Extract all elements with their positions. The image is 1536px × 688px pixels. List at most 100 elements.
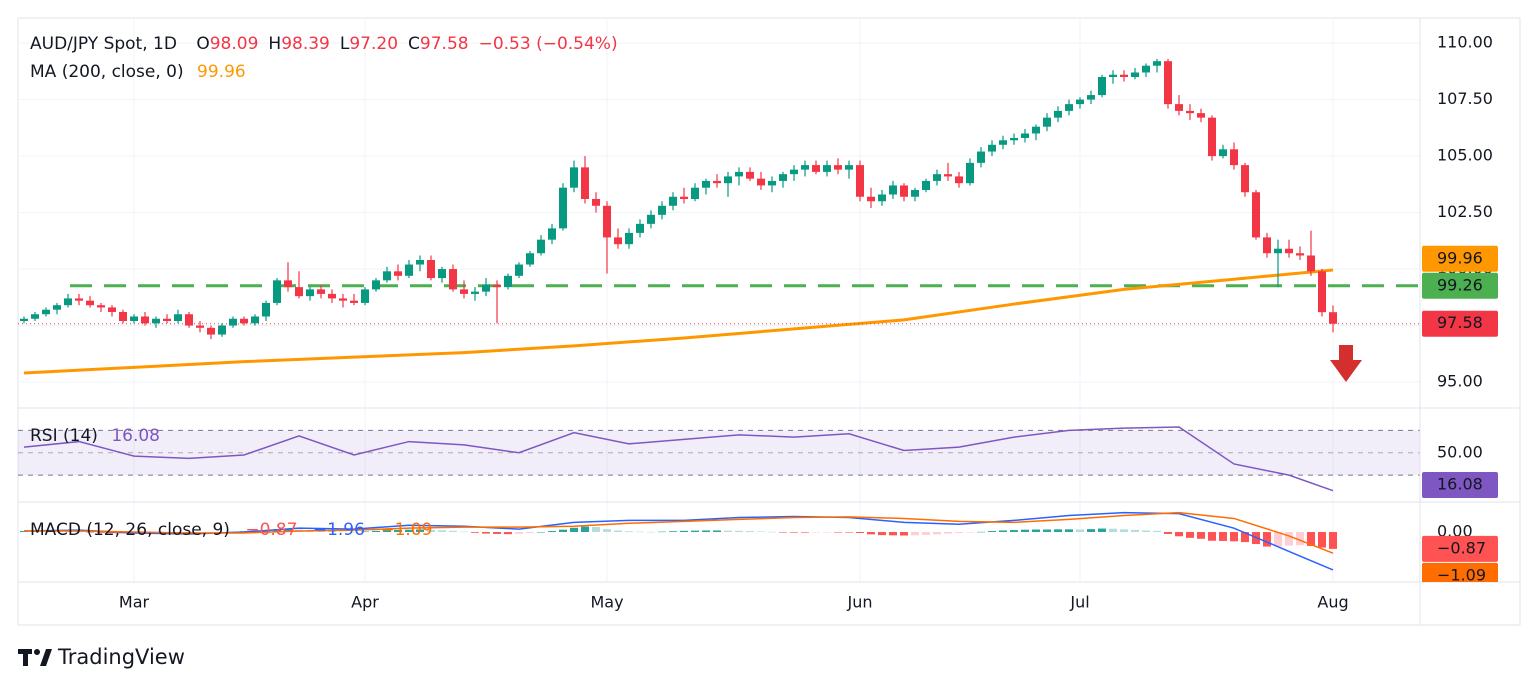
candle-body	[1197, 113, 1205, 118]
rsi-name: RSI (14)	[30, 426, 98, 446]
candle-body	[438, 269, 446, 279]
macd-histogram-bar	[405, 529, 413, 533]
candle-body	[328, 293, 336, 299]
candle-body	[427, 260, 435, 279]
macd-histogram-bar	[680, 530, 688, 533]
candle-body	[284, 280, 292, 288]
macd-histogram-bar	[647, 531, 655, 533]
macd-histogram-bar	[1274, 532, 1282, 547]
candle-body	[108, 307, 116, 312]
macd-histogram-bar	[713, 530, 721, 533]
candle-body	[603, 205, 611, 238]
frame	[17, 17, 1521, 626]
candle-body	[1263, 237, 1271, 254]
x-tick-label: Aug	[1317, 593, 1348, 612]
ohlc-value: 97.20	[349, 34, 398, 54]
candle-body	[1120, 74, 1128, 77]
macd-histogram-bar	[427, 529, 435, 533]
macd-histogram-bar	[977, 531, 985, 533]
macd-histogram-bar	[592, 526, 600, 533]
macd-histogram-bar	[1219, 532, 1227, 541]
candle-body	[1329, 312, 1337, 324]
candle-body	[614, 237, 622, 245]
macd-histogram-bar	[636, 531, 644, 533]
macd-histogram-bar	[614, 530, 622, 533]
macd-histogram-bar	[746, 531, 754, 533]
macd-histogram-bar	[1098, 528, 1106, 533]
brand-logo	[18, 649, 52, 666]
ohlc-value: 98.09	[210, 34, 259, 54]
candle-body	[207, 327, 215, 335]
candle-body	[273, 280, 281, 303]
candle-body	[1109, 74, 1117, 77]
macd-histogram-bar	[537, 532, 545, 533]
candle-body	[460, 289, 468, 294]
candle-body	[1065, 104, 1073, 111]
candle-body	[768, 180, 776, 186]
price-label: 16.08	[1437, 475, 1483, 494]
candle-body	[86, 300, 94, 306]
candle-body	[999, 140, 1007, 145]
macd-label: −1.09	[1437, 565, 1486, 584]
candle-body	[130, 316, 138, 322]
candle-body	[75, 298, 83, 301]
macd-histogram-bar	[361, 531, 369, 533]
x-tick-label: Jul	[1069, 593, 1089, 612]
candle-body	[1230, 149, 1238, 166]
candle-body	[944, 174, 952, 177]
candle-body	[1087, 95, 1095, 100]
candle-body	[482, 284, 490, 292]
symbol-title: AUD/JPY Spot, 1D	[30, 34, 177, 54]
macd-histogram-bar	[1021, 529, 1029, 533]
candle-body	[383, 271, 391, 281]
candle-body	[647, 214, 655, 224]
candle-body	[306, 289, 314, 297]
macd-histogram-bar	[460, 531, 468, 533]
candle-body	[878, 194, 886, 202]
macd-histogram-bar	[1087, 529, 1095, 533]
candle-body	[1043, 117, 1051, 127]
candle-body	[889, 185, 897, 195]
candle-body	[1032, 126, 1040, 134]
macd-histogram-bar	[779, 532, 787, 533]
candle-body	[405, 264, 413, 276]
macd-histogram-bar	[1241, 532, 1249, 543]
candle-body	[790, 169, 798, 175]
candle-body	[845, 165, 853, 170]
candle-body	[1076, 99, 1084, 105]
macd-histogram-bar	[471, 532, 479, 533]
y-tick-label: 105.00	[1437, 146, 1493, 165]
macd-histogram-bar	[1175, 532, 1183, 537]
candle-body	[152, 318, 160, 324]
ohlc-value: 98.39	[281, 34, 330, 54]
macd-histogram-bar	[1186, 532, 1194, 538]
macd-histogram-bar	[603, 529, 611, 533]
macd-histogram-bar	[790, 532, 798, 533]
candle-body	[372, 280, 380, 290]
candle-body	[42, 309, 50, 315]
candle-body	[977, 151, 985, 163]
candle-body	[64, 298, 72, 306]
macd-histogram-bar	[823, 532, 831, 533]
macd-histogram-bar	[97, 532, 105, 533]
macd-hist-value: −0.87	[245, 520, 297, 540]
down-arrow	[1330, 345, 1362, 382]
macd-histogram-bar	[86, 532, 94, 533]
rsi-line	[23, 426, 1334, 492]
y-tick-label: 0.00	[1437, 522, 1473, 541]
ma-name: MA (200, close, 0)	[30, 62, 184, 82]
macd-histogram-bar	[328, 531, 336, 533]
macd-label-box	[1422, 535, 1498, 562]
candle-body	[317, 289, 325, 294]
candle-body	[702, 180, 710, 188]
candle-body	[570, 167, 578, 188]
candle-body	[713, 180, 721, 184]
candle-body	[1010, 138, 1018, 141]
moving-average	[23, 268, 1334, 375]
y-tick-label: 107.50	[1437, 89, 1493, 108]
candle-body	[691, 187, 699, 200]
macd-histogram-bar	[1109, 528, 1117, 533]
macd-histogram-bar	[900, 532, 908, 536]
x-tick-label: Apr	[351, 593, 379, 612]
axes: 95.0097.50100.00102.50105.00107.50110.00…	[119, 33, 1498, 612]
